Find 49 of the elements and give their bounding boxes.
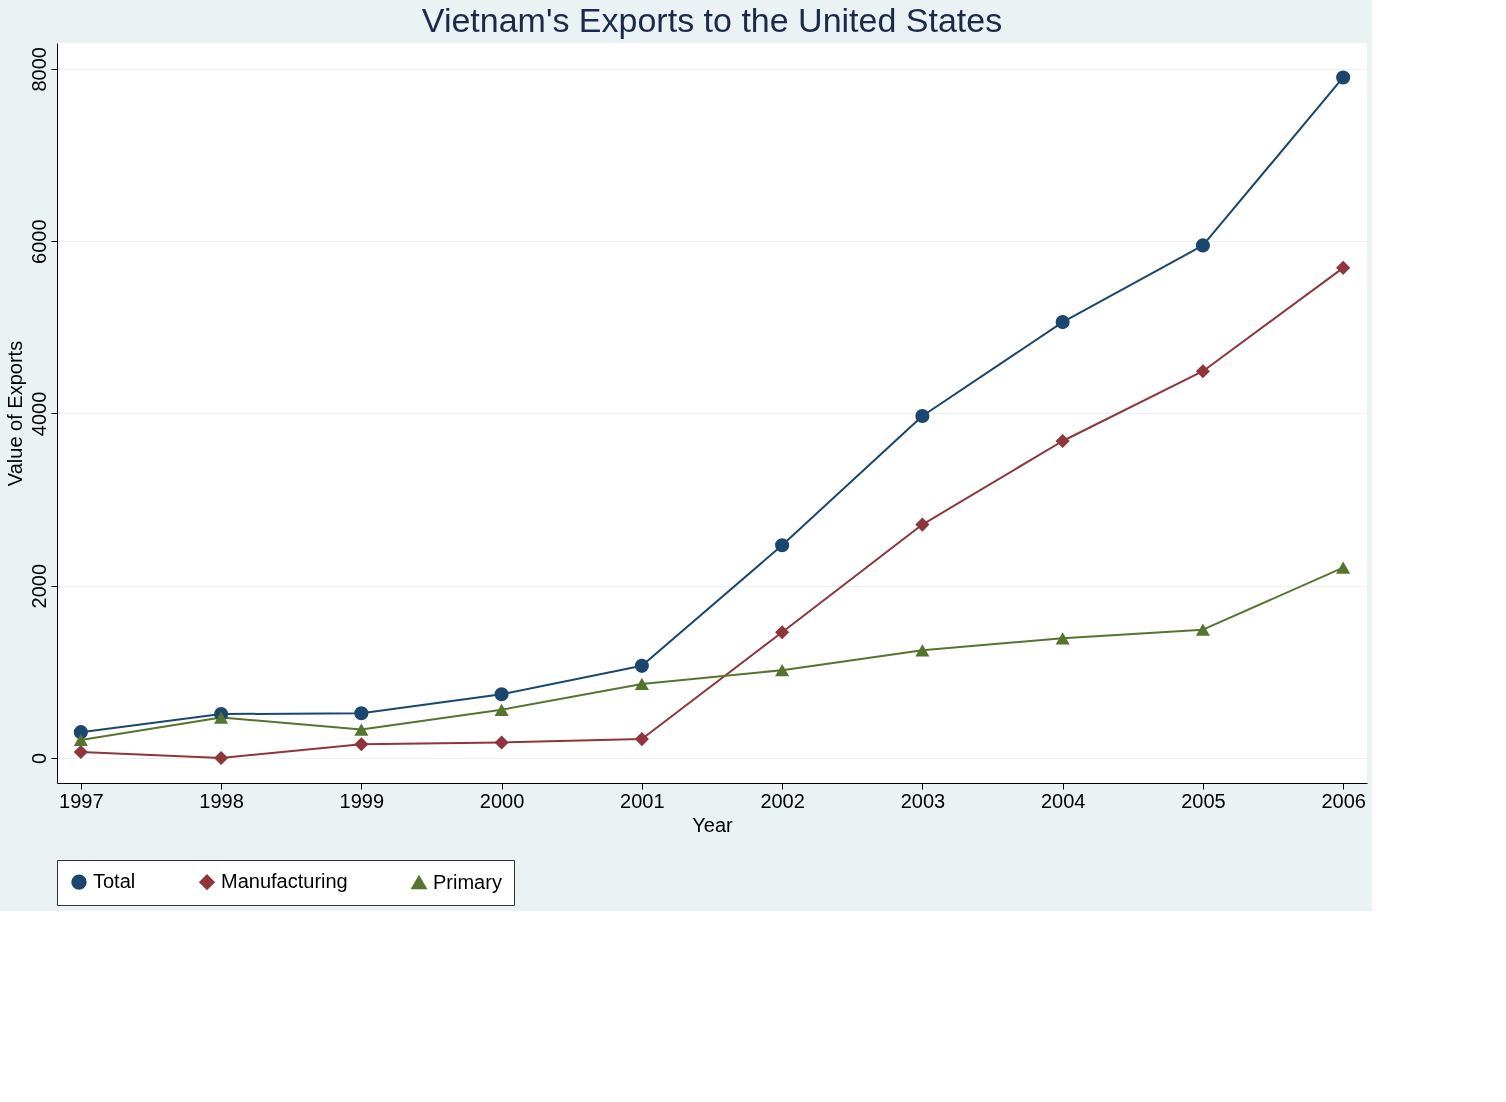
point bbox=[1336, 70, 1351, 85]
legend-label: Primary bbox=[433, 870, 502, 893]
point bbox=[73, 733, 88, 747]
point bbox=[1055, 433, 1070, 449]
y-tick-label: 6000 bbox=[27, 219, 50, 264]
chart-title: Vietnam's Exports to the United States bbox=[421, 1, 1003, 39]
y-tick-label: 4000 bbox=[27, 391, 50, 437]
x-tick-label: 2000 bbox=[479, 789, 525, 812]
point bbox=[775, 664, 790, 677]
point bbox=[775, 625, 790, 640]
x-tick-label: 1999 bbox=[339, 789, 385, 812]
y-axis-title: Value of Exports bbox=[3, 340, 26, 487]
point bbox=[634, 731, 649, 747]
point bbox=[1055, 315, 1070, 330]
legend-label: Manufacturing bbox=[221, 870, 348, 893]
y-tick-label: 8000 bbox=[27, 47, 50, 92]
point bbox=[775, 538, 790, 553]
x-tick-label: 2002 bbox=[760, 789, 805, 812]
point bbox=[1195, 238, 1210, 253]
point bbox=[354, 706, 369, 721]
x-tick-label: 2005 bbox=[1181, 789, 1226, 812]
point bbox=[915, 644, 930, 657]
point bbox=[354, 723, 369, 736]
y-tick-label: 2000 bbox=[27, 563, 50, 609]
point bbox=[634, 677, 649, 691]
y-tick-label: 0 bbox=[27, 752, 50, 765]
point bbox=[1336, 260, 1351, 275]
point bbox=[494, 703, 509, 716]
point bbox=[1195, 623, 1210, 636]
point bbox=[1195, 364, 1210, 379]
point bbox=[494, 735, 509, 750]
point bbox=[494, 687, 509, 702]
point bbox=[915, 408, 930, 424]
x-tick-label: 2006 bbox=[1321, 789, 1366, 812]
x-axis-title: Year bbox=[692, 813, 734, 836]
x-tick-label: 1997 bbox=[59, 789, 104, 812]
point bbox=[73, 744, 88, 760]
x-tick-label: 2004 bbox=[1040, 789, 1086, 812]
point bbox=[214, 750, 229, 766]
point bbox=[634, 658, 649, 673]
point bbox=[915, 517, 930, 532]
point bbox=[354, 737, 369, 752]
point bbox=[1055, 632, 1070, 645]
point bbox=[1336, 561, 1351, 574]
point bbox=[214, 711, 229, 724]
legend-label: Total bbox=[93, 870, 136, 893]
x-tick-label: 2001 bbox=[620, 789, 665, 812]
x-tick-label: 1998 bbox=[199, 789, 244, 812]
x-tick-label: 2003 bbox=[900, 789, 946, 812]
